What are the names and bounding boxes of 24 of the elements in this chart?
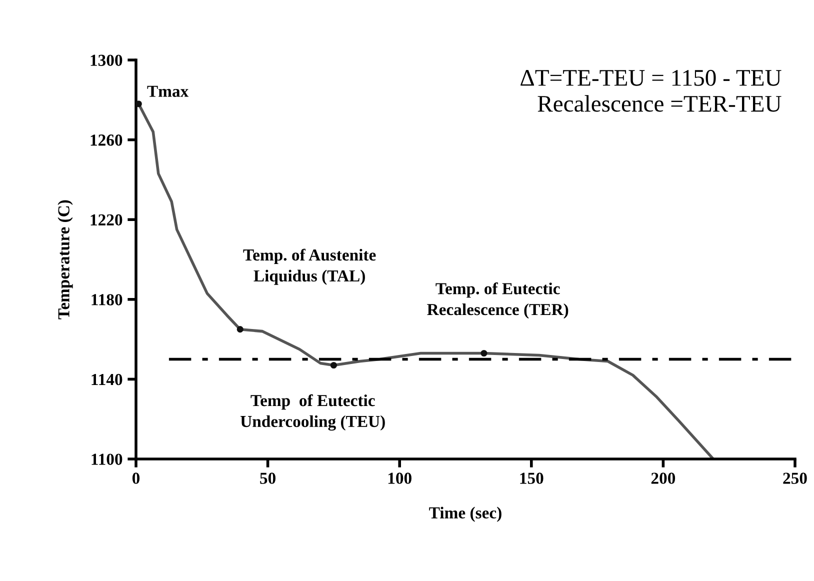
x-tick-label: 150 [520,472,544,484]
point [480,350,488,357]
y-tick-label: 1180 [92,294,122,306]
y-tick-label: 1140 [92,374,122,386]
point [330,362,337,369]
point [236,326,244,333]
x-tick-label: 250 [783,472,807,484]
y-axis-title: Temperature (C) [58,200,73,320]
x-axis-title: Time (sec) [429,506,502,522]
annotation: Tmax [147,86,189,97]
x-tick-label: 0 [132,472,140,484]
annotation: Temp. of Eutectic Recalescence (TER) [427,282,568,319]
x-tick-label: 50 [260,472,276,484]
annotation: ΔT=TE-TEU = 1150 - TEU [520,70,782,86]
point [136,100,142,108]
x-tick-label: 200 [651,472,676,484]
annotation: Temp. of Austenite Liquidus (TAL) [243,248,376,285]
annotation: Temp of Eutectic Undercooling (TEU) [240,394,385,431]
y-tick-label: 1220 [90,214,122,226]
y-tick-label: 1100 [92,454,122,465]
y-tick-label: 1300 [90,54,122,66]
x-tick-label: 100 [388,472,412,484]
y-tick-label: 1260 [90,134,122,146]
annotation: Recalescence =TER-TEU [538,95,782,112]
